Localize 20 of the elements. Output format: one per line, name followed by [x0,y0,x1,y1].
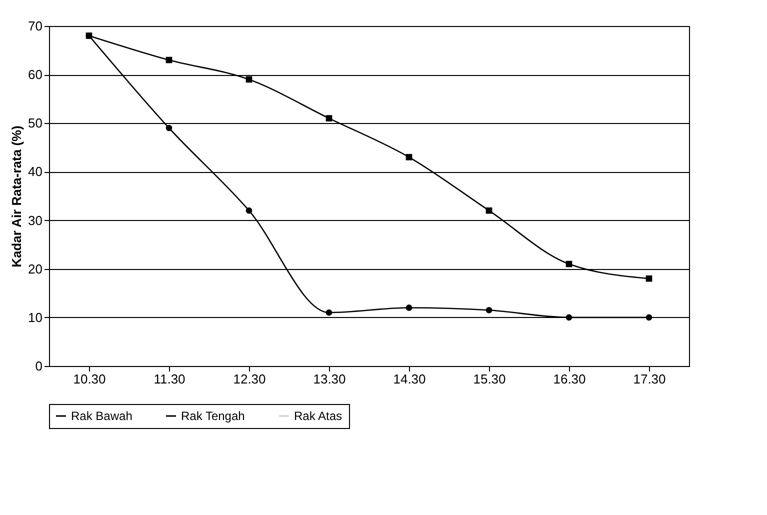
x-tick-label: 16.30 [553,372,586,386]
y-tick-label: 60 [28,67,42,82]
y-axis-title: Kadar Air Rata-rata (%) [9,126,24,268]
y-tick-label: 10 [28,310,42,325]
y-tick-label: 30 [28,212,42,228]
legend-label: Rak Bawah [71,409,132,423]
y-tick-label: 20 [28,261,42,276]
y-tick-label: 50 [28,116,42,131]
x-tick-label: 10.30 [73,372,106,386]
x-tick-label: 12.30 [233,372,266,386]
y-tick-label: 0 [35,358,42,374]
legend-label: Rak Atas [294,409,342,423]
x-tick-label: 11.30 [154,372,186,386]
x-tick-label: 15.30 [473,372,506,386]
x-tick-label: 13.30 [313,372,346,386]
legend-label: Rak Tengah [181,409,245,423]
y-tick-label: 70 [28,18,42,34]
x-tick-label: 17.30 [633,372,666,386]
y-tick-label: 40 [28,164,42,180]
x-tick-label: 14.30 [393,372,426,386]
